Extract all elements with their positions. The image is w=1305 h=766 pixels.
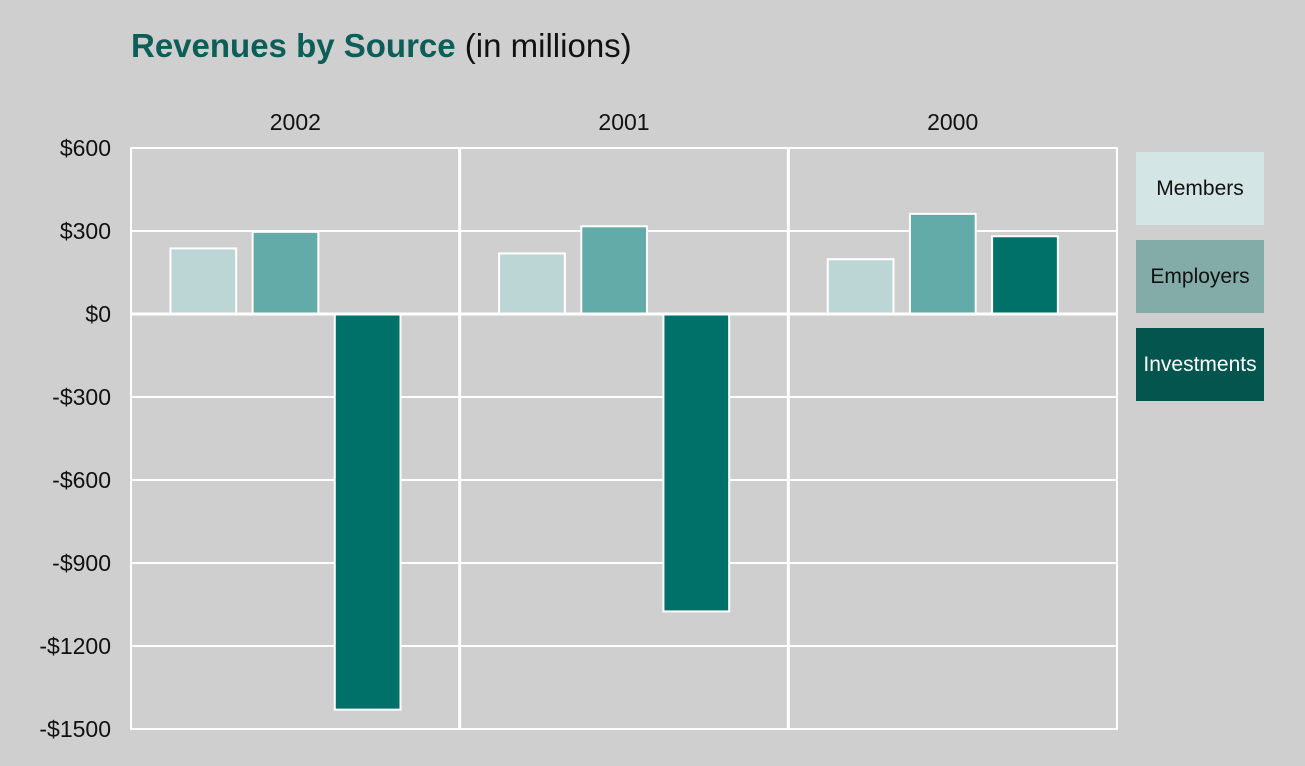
y-tick-label--1200: -$1200 <box>39 633 111 659</box>
bar-employers-2002 <box>251 230 320 315</box>
y-tick-label--0: $0 <box>85 301 111 327</box>
bar-members-2000 <box>826 258 895 315</box>
bar-employers-2001 <box>580 225 649 315</box>
bar-investments-2001 <box>662 313 731 613</box>
chart-title-main: Revenues by Source <box>131 27 456 64</box>
bar-employers-2000 <box>908 212 977 315</box>
y-tick-label--900: -$900 <box>52 550 111 576</box>
bar-members-2001 <box>498 252 566 316</box>
x-category-label-2000: 2000 <box>927 109 978 135</box>
x-category-label-2001: 2001 <box>598 109 649 135</box>
legend-item-employers: Employers <box>1136 240 1264 313</box>
chart-title-units: (in millions) <box>455 27 632 64</box>
y-tick-label--300: $300 <box>60 218 111 244</box>
legend-label-investments: Investments <box>1143 352 1257 376</box>
y-tick-label--1500: -$1500 <box>39 716 111 742</box>
bar-investments-2000 <box>991 235 1059 315</box>
legend-item-investments: Investments <box>1136 328 1264 401</box>
bar-members-2002 <box>169 247 238 315</box>
y-tick-label--600: -$600 <box>52 467 111 493</box>
legend-label-employers: Employers <box>1150 264 1250 288</box>
bar-investments-2002 <box>333 313 402 711</box>
y-tick-label--600: $600 <box>60 135 111 161</box>
x-category-label-2002: 2002 <box>270 109 321 135</box>
legend-item-members: Members <box>1136 152 1264 225</box>
legend-label-members: Members <box>1156 176 1244 200</box>
y-tick-label--300: -$300 <box>52 384 111 410</box>
chart-title: Revenues by Source (in millions) <box>131 26 632 66</box>
